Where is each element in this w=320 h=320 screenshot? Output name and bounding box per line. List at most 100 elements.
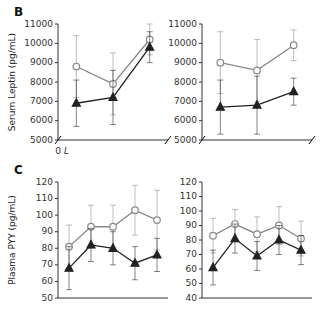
y-tick (199, 211, 202, 212)
error-cap (154, 190, 160, 191)
y-tick-label: 80 (42, 243, 54, 253)
error-cap (276, 206, 282, 207)
error-cap (154, 271, 160, 272)
y-tick-label: 11000 (24, 19, 53, 29)
error-bar (154, 238, 160, 271)
panel: 405060708090100110120 (180, 177, 312, 303)
x-axis-line (202, 298, 312, 299)
axis-break (165, 136, 171, 144)
panel: 5060708090100110120Plasma PYY (pg/mL)C (7, 163, 169, 303)
x-axis-line (202, 140, 312, 141)
error-bar (210, 218, 216, 253)
y-tick-label: 7000 (174, 96, 197, 106)
error-cap (298, 221, 304, 222)
error-cap (291, 105, 297, 106)
y-tick (199, 298, 202, 299)
plot-area (209, 207, 305, 285)
error-cap (217, 80, 223, 81)
marker (154, 217, 161, 224)
y-tick (55, 231, 58, 232)
marker (209, 263, 217, 271)
error-cap (88, 205, 94, 206)
y-tick (199, 24, 202, 25)
y-tick-label: 120 (180, 177, 197, 187)
y-tick (55, 281, 58, 282)
error-cap (110, 124, 116, 125)
error-cap (132, 185, 138, 186)
error-cap (66, 225, 72, 226)
error-bar (147, 32, 153, 63)
series-line (213, 224, 301, 239)
y-tick (55, 62, 58, 63)
y-tick (199, 225, 202, 226)
y-tick (55, 82, 58, 83)
error-cap (110, 53, 116, 54)
error-cap (147, 62, 153, 63)
y-tick (55, 101, 58, 102)
error-cap (291, 78, 297, 79)
error-bar (73, 80, 79, 126)
error-cap (73, 35, 79, 36)
y-tick-label: 120 (36, 177, 53, 187)
panel: 500060007000800090001000011000Serum Lept… (7, 5, 172, 156)
error-cap (73, 126, 79, 127)
y-tick-label: 5000 (30, 135, 53, 145)
y-tick-label: 80 (186, 235, 198, 245)
y-tick-label: 10000 (24, 38, 53, 48)
error-cap (132, 246, 138, 247)
error-bar (210, 250, 216, 285)
error-cap (210, 284, 216, 285)
y-tick-label: 9000 (174, 57, 197, 67)
error-cap (88, 228, 94, 229)
error-bar (254, 76, 260, 134)
error-bar (66, 247, 72, 290)
chart: 500060007000800090001000011000Serum Lept… (0, 0, 320, 320)
y-tick (199, 82, 202, 83)
error-cap (232, 224, 238, 225)
error-cap (276, 254, 282, 255)
y-tick (55, 24, 58, 25)
marker (131, 259, 139, 267)
error-bar (88, 205, 94, 248)
error-cap (217, 134, 223, 135)
error-bar (254, 241, 260, 270)
marker (73, 63, 80, 70)
plot-area (72, 24, 153, 126)
x-axis-line (58, 140, 168, 141)
y-tick-label: 8000 (174, 77, 197, 87)
error-cap (254, 270, 260, 271)
marker (253, 101, 261, 109)
y-tick (55, 298, 58, 299)
error-cap (110, 231, 116, 232)
y-tick (199, 240, 202, 241)
axis-break (309, 136, 315, 144)
y-axis-label: Plasma PYY (pg/mL) (7, 195, 17, 285)
marker (210, 232, 217, 239)
error-cap (298, 235, 304, 236)
error-cap (210, 218, 216, 219)
error-cap (254, 76, 260, 77)
y-tick-label: 60 (186, 264, 198, 274)
marker (87, 240, 95, 248)
panel-label: C (14, 163, 23, 177)
y-tick (199, 62, 202, 63)
error-cap (291, 60, 297, 61)
marker (297, 246, 305, 254)
marker (253, 251, 261, 259)
marker (146, 43, 154, 51)
error-bar (88, 228, 94, 261)
marker (132, 207, 139, 214)
y-axis-line (58, 182, 59, 298)
error-bar (110, 232, 116, 265)
marker (153, 250, 161, 257)
error-bar (298, 236, 304, 265)
y-tick (199, 182, 202, 183)
y-tick-label: 110 (36, 193, 53, 203)
y-tick (199, 254, 202, 255)
error-cap (210, 250, 216, 251)
y-tick (55, 248, 58, 249)
y-axis-label: Serum Leptin (pg/mL) (7, 33, 17, 131)
marker (109, 93, 117, 101)
error-cap (88, 261, 94, 262)
y-tick-label: 50 (42, 293, 54, 303)
